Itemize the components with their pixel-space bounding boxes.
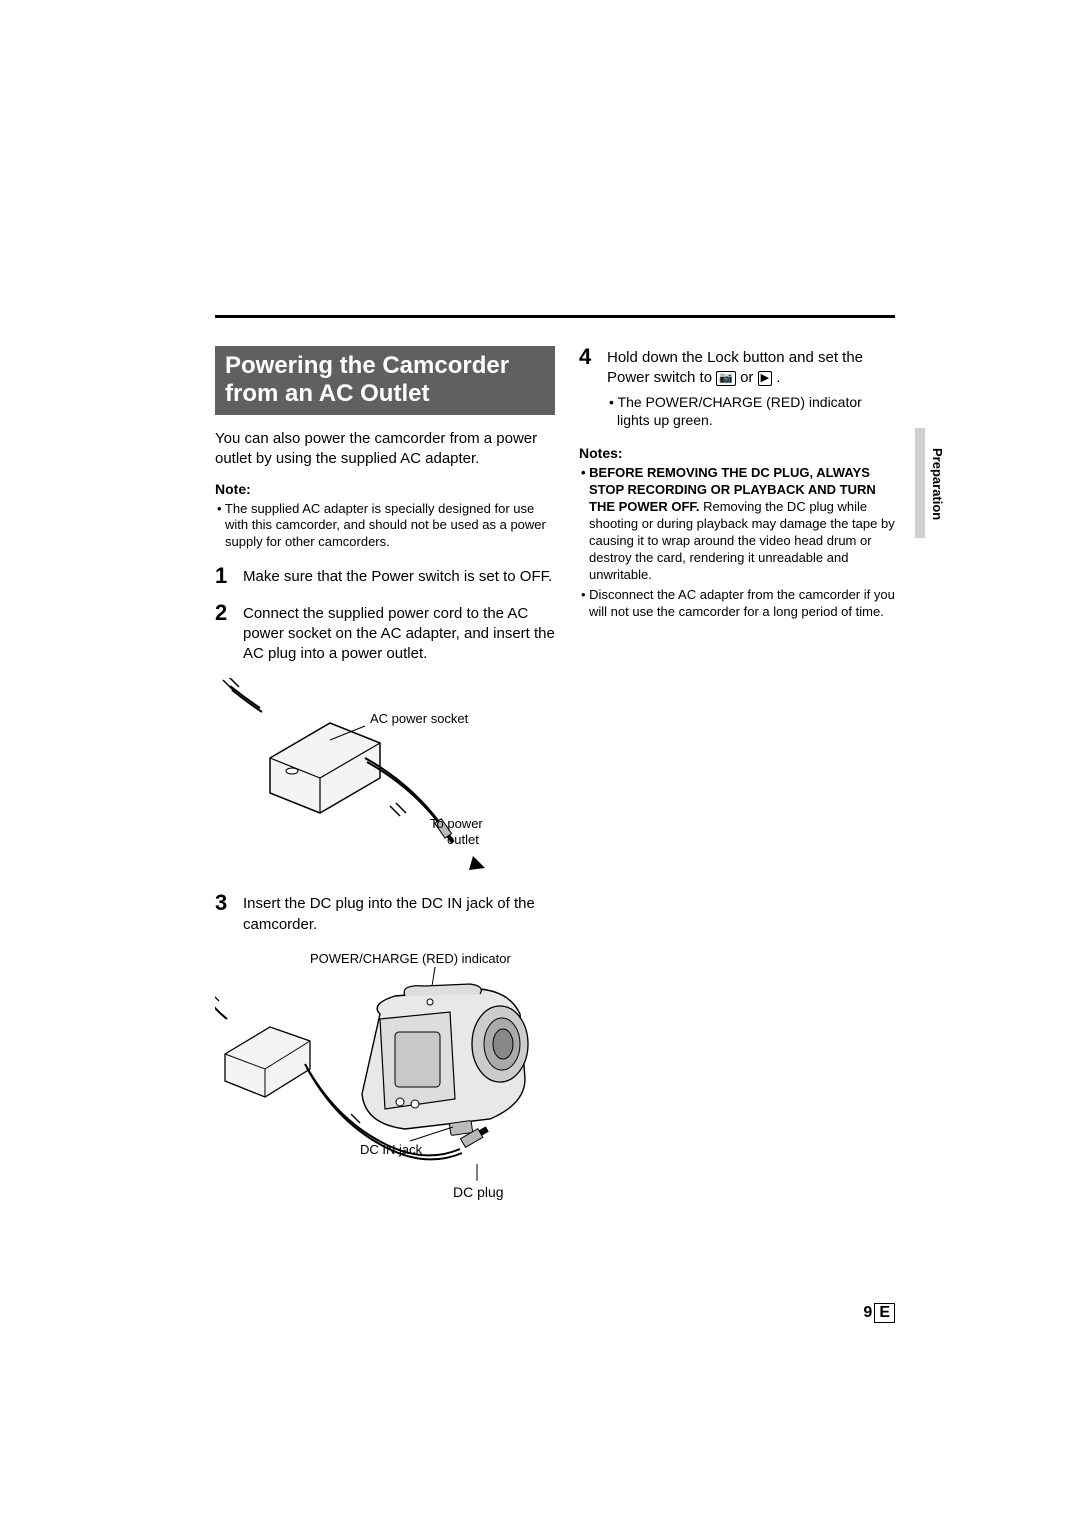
step-number: 4 bbox=[579, 346, 597, 368]
label-indicator: POWER/CHARGE (RED) indicator bbox=[310, 951, 511, 966]
step-3: 3 Insert the DC plug into the DC IN jack… bbox=[215, 892, 555, 935]
intro-text: You can also power the camcorder from a … bbox=[215, 429, 555, 470]
page-number: 9E bbox=[863, 1303, 895, 1323]
step-number: 2 bbox=[215, 602, 233, 624]
step-1: 1 Make sure that the Power switch is set… bbox=[215, 565, 555, 587]
notes-bullet-1: • BEFORE REMOVING THE DC PLUG, ALWAYS ST… bbox=[579, 465, 895, 583]
page-lang-box: E bbox=[874, 1303, 895, 1323]
label-ac-socket: AC power socket bbox=[370, 711, 469, 726]
step-number: 1 bbox=[215, 565, 233, 587]
label-to-power: To power bbox=[430, 816, 483, 831]
label-dc-jack: DC IN jack bbox=[360, 1142, 423, 1157]
left-column: Powering the Camcorder from an AC Outlet… bbox=[215, 346, 555, 1223]
right-column: 4 Hold down the Lock button and set the … bbox=[579, 346, 895, 1223]
figure-camcorder: POWER/CHARGE (RED) indicator bbox=[215, 949, 555, 1209]
page-num-digit: 9 bbox=[863, 1304, 872, 1321]
note-heading: Note: bbox=[215, 480, 555, 499]
note-body: • The supplied AC adapter is specially d… bbox=[215, 501, 555, 552]
step-text: Insert the DC plug into the DC IN jack o… bbox=[243, 892, 555, 935]
step-4: 4 Hold down the Lock button and set the … bbox=[579, 346, 895, 430]
notes-heading: Notes: bbox=[579, 444, 895, 463]
manual-page: Preparation Powering the Camcorder from … bbox=[215, 315, 895, 1223]
notes-bullet-2: • Disconnect the AC adapter from the cam… bbox=[579, 587, 895, 621]
step-number: 3 bbox=[215, 892, 233, 914]
figure-ac-adapter: AC power socket To power outlet bbox=[215, 678, 555, 878]
page-title: Powering the Camcorder from an AC Outlet bbox=[215, 346, 555, 415]
section-tab-bar bbox=[915, 428, 925, 538]
label-outlet: outlet bbox=[447, 832, 479, 847]
step-text: Connect the supplied power cord to the A… bbox=[243, 602, 555, 665]
step4-tail: . bbox=[776, 369, 780, 386]
step4-or: or bbox=[740, 369, 758, 386]
step-text: Hold down the Lock button and set the Po… bbox=[607, 346, 895, 430]
step-2: 2 Connect the supplied power cord to the… bbox=[215, 602, 555, 665]
label-dc-plug: DC plug bbox=[453, 1184, 504, 1200]
camera-icon: 📷 bbox=[716, 371, 736, 386]
step4-sub: • The POWER/CHARGE (RED) indicator light… bbox=[607, 393, 895, 431]
two-column-layout: Powering the Camcorder from an AC Outlet… bbox=[215, 346, 895, 1223]
play-icon: ▶ bbox=[758, 371, 772, 386]
section-tab-label: Preparation bbox=[930, 448, 945, 520]
step-text: Make sure that the Power switch is set t… bbox=[243, 565, 552, 587]
